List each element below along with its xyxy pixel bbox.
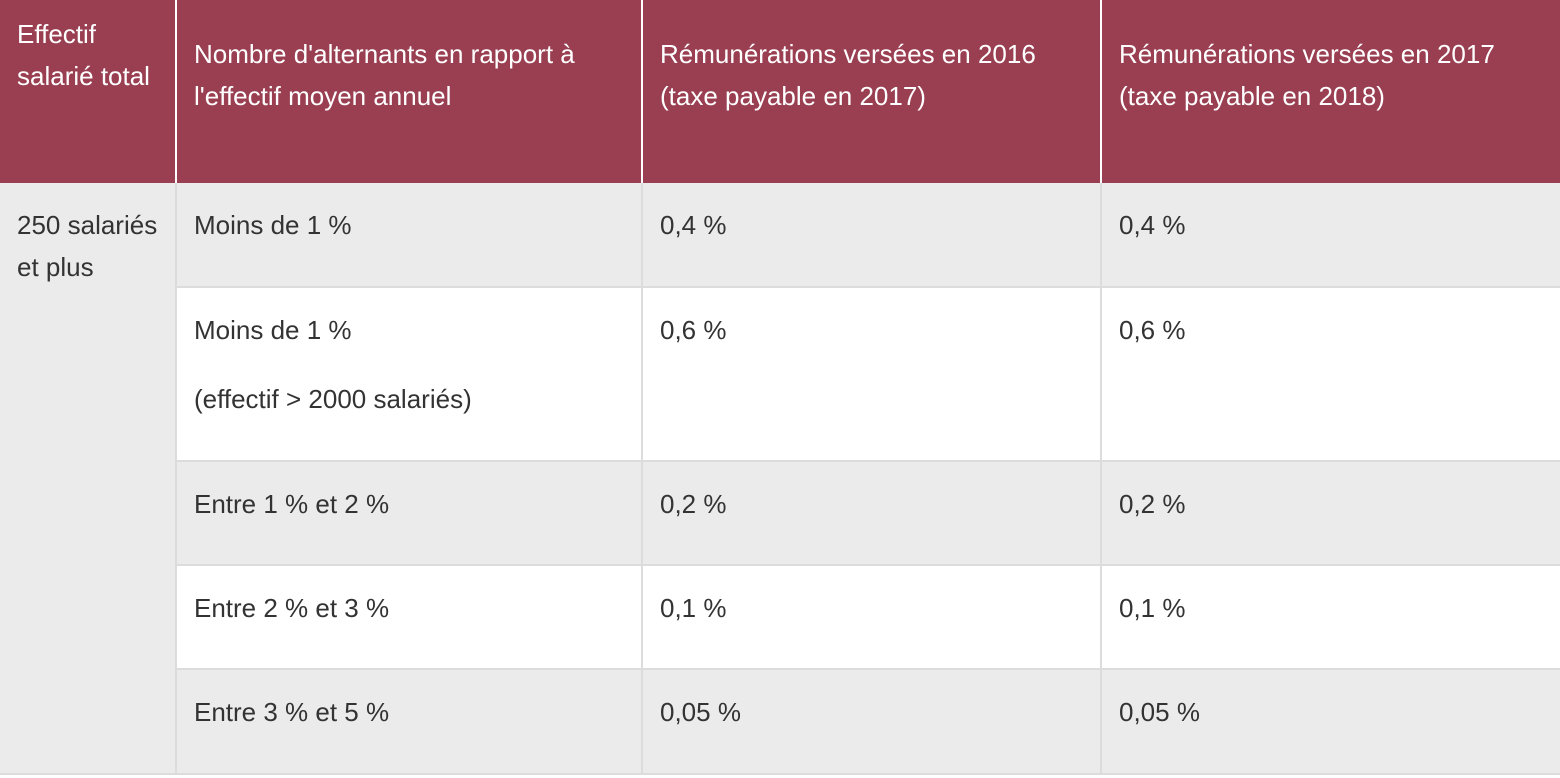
rapport-cell: Entre 3 % et 5 % — [176, 669, 643, 775]
rate-2017-cell: 0,2 % — [1101, 461, 1560, 566]
rapport-label: Moins de 1 % — [194, 210, 352, 240]
rate-2016-cell: 0,2 % — [642, 461, 1102, 566]
rapport-label: Moins de 1 % — [194, 315, 352, 345]
rate-2016-cell: 0,6 % — [642, 287, 1102, 462]
table-row: Entre 2 % et 3 % 0,1 % 0,1 % — [0, 565, 1560, 670]
header-effectif: Effectif salarié total — [0, 0, 177, 183]
table-row: 250 salariés et plus Moins de 1 % 0,4 % … — [0, 183, 1560, 775]
header-remunerations-2016: Rémunérations versées en 2016 (taxe paya… — [642, 0, 1102, 183]
rate-2017-cell: 0,4 % — [1101, 183, 1560, 288]
rate-2017-cell: 0,1 % — [1101, 565, 1560, 670]
rapport-cell: Entre 2 % et 3 % — [176, 565, 643, 670]
rate-2016-cell: 0,1 % — [642, 565, 1102, 670]
table-header: Effectif salarié total Nombre d'alternan… — [0, 0, 1560, 183]
header-remunerations-2017: Rémunérations versées en 2017 (taxe paya… — [1101, 0, 1560, 183]
rate-2016-cell: 0,05 % — [642, 669, 1102, 775]
rate-2016-cell: 0,4 % — [642, 183, 1102, 288]
rapport-cell: Entre 1 % et 2 % — [176, 461, 643, 566]
rapport-label: Entre 3 % et 5 % — [194, 697, 390, 727]
rate-2017-cell: 0,6 % — [1101, 287, 1560, 462]
rapport-note: (effectif > 2000 salariés) — [194, 384, 472, 414]
rapport-cell: Moins de 1 % (effectif > 2000 salariés) — [176, 287, 643, 462]
table-row: Entre 3 % et 5 % 0,05 % 0,05 % — [0, 669, 1560, 775]
table-row: Entre 1 % et 2 % 0,2 % 0,2 % — [0, 461, 1560, 566]
rate-2017-cell: 0,05 % — [1101, 669, 1560, 775]
header-rapport: Nombre d'alternants en rapport à l'effec… — [176, 0, 643, 183]
rapport-cell: Moins de 1 % — [176, 183, 643, 288]
rapport-label: Entre 1 % et 2 % — [194, 489, 390, 519]
group-label-cell: 250 salariés et plus — [0, 183, 177, 775]
table-row: Moins de 1 % (effectif > 2000 salariés) … — [0, 287, 1560, 462]
table-body: 250 salariés et plus Moins de 1 % 0,4 % … — [0, 183, 1560, 775]
header-row: Effectif salarié total Nombre d'alternan… — [0, 0, 1560, 183]
rapport-label: Entre 2 % et 3 % — [194, 593, 390, 623]
